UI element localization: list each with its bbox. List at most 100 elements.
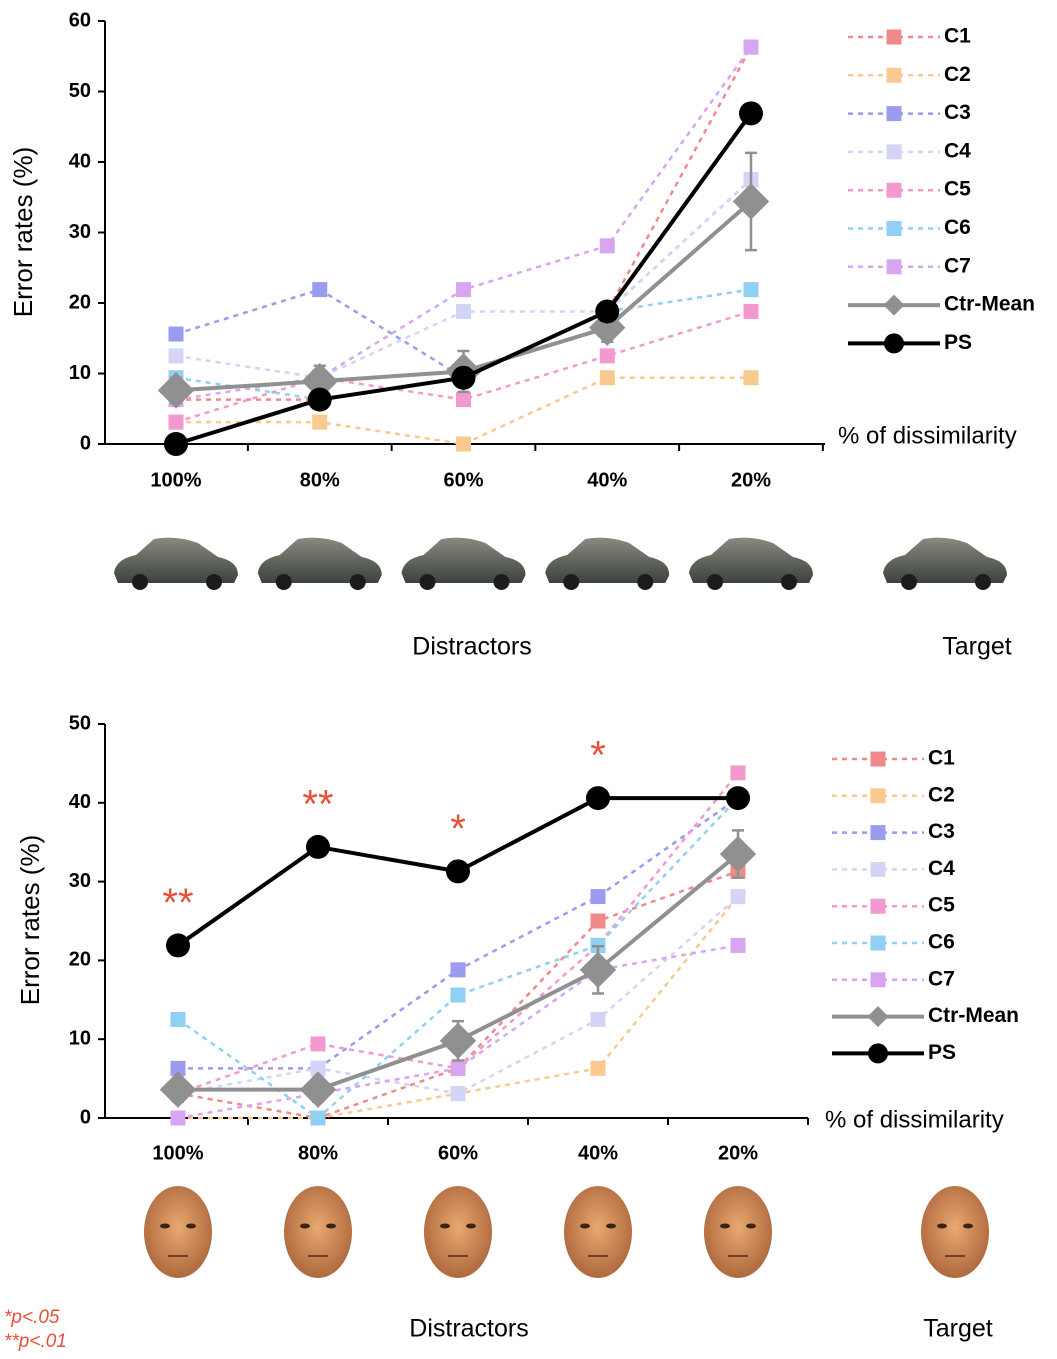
series-line	[176, 46, 753, 401]
y-tick-label: 10	[69, 362, 91, 384]
significance-mark: *	[590, 734, 606, 778]
footnote: *p<.05	[4, 1307, 60, 1328]
marker	[730, 889, 746, 905]
series-line	[175, 46, 753, 401]
marker	[870, 861, 886, 877]
marker	[886, 182, 902, 198]
x-tick-label: 80%	[298, 1142, 338, 1164]
face-image	[424, 1186, 492, 1278]
marker	[730, 937, 746, 953]
marker	[301, 363, 338, 400]
marker	[743, 282, 759, 298]
series-line	[175, 310, 752, 424]
marker	[595, 299, 620, 324]
legend-label: C1	[928, 747, 955, 770]
face-image	[921, 1186, 989, 1278]
legend-label: PS	[944, 331, 972, 354]
x-tick-label: 80%	[300, 469, 340, 491]
face-eye	[440, 1223, 450, 1229]
car-wheel	[275, 574, 292, 590]
marker	[870, 751, 886, 767]
y-tick-label: 50	[69, 80, 91, 102]
marker	[310, 1060, 326, 1076]
marker	[456, 392, 471, 408]
marker	[883, 294, 905, 316]
legend-label: C4	[928, 857, 955, 880]
y-tick-label: 40	[69, 791, 91, 813]
marker	[870, 825, 886, 841]
y-tick-label: 40	[69, 150, 91, 172]
face-eye	[466, 1223, 476, 1229]
x-tick-label: 60%	[438, 1142, 478, 1164]
marker	[579, 951, 617, 989]
marker	[726, 786, 750, 811]
car-wheel	[349, 574, 366, 590]
y-tick-label: 20	[69, 291, 91, 313]
marker	[168, 326, 184, 342]
marker	[456, 303, 471, 319]
legend-label: C3	[928, 820, 955, 843]
face-eye	[326, 1223, 336, 1229]
face-image	[144, 1186, 212, 1278]
y-axis-label: Error rates (%)	[15, 835, 45, 1005]
marker	[166, 933, 190, 958]
marker	[743, 303, 759, 319]
footnote: **p<.01	[4, 1331, 67, 1352]
x-tick-label: 100%	[150, 469, 201, 491]
marker	[590, 1012, 606, 1027]
marker	[743, 370, 759, 386]
marker	[164, 432, 188, 456]
marker	[586, 786, 610, 811]
car-image	[401, 537, 526, 583]
significance-mark: **	[302, 782, 333, 826]
series-line	[178, 895, 739, 1120]
x-axis-label: % of dissimilarity	[825, 1106, 1004, 1133]
distractors-label: Distractors	[412, 633, 531, 661]
marker	[312, 414, 328, 430]
face-image	[564, 1186, 632, 1278]
face-eye	[606, 1223, 616, 1229]
significance-mark: **	[162, 881, 193, 925]
y-tick-label: 30	[69, 870, 91, 892]
marker	[886, 29, 902, 45]
car-wheel	[975, 574, 991, 590]
x-tick-label: 20%	[718, 1142, 758, 1164]
face-eye	[160, 1223, 170, 1229]
marker	[870, 935, 886, 951]
car-wheel	[707, 574, 723, 590]
x-tick-label: 100%	[152, 1142, 203, 1164]
marker	[450, 1086, 466, 1102]
car-image	[114, 537, 238, 583]
target-label: Target	[942, 633, 1012, 661]
marker	[450, 987, 466, 1003]
car-image	[257, 537, 382, 583]
marker	[886, 259, 902, 275]
x-tick-label: 60%	[443, 469, 483, 491]
legend-label: C6	[928, 931, 955, 954]
marker	[868, 1043, 888, 1064]
marker	[312, 282, 328, 298]
marker	[599, 348, 615, 364]
face-eye	[963, 1223, 973, 1229]
x-axis-label: % of dissimilarity	[838, 422, 1017, 449]
car-wheel	[493, 574, 510, 590]
y-axis-label: Error rates (%)	[8, 147, 38, 317]
face-eye	[746, 1223, 756, 1229]
face-eye	[580, 1223, 590, 1229]
marker	[450, 962, 466, 978]
y-tick-label: 0	[80, 1106, 91, 1128]
face-eye	[720, 1223, 730, 1229]
legend-label: C3	[944, 101, 971, 124]
car-wheel	[781, 574, 797, 590]
legend-label: C5	[928, 894, 955, 917]
marker	[307, 387, 332, 412]
face-image	[284, 1186, 352, 1278]
marker	[590, 913, 606, 929]
marker	[886, 106, 902, 122]
marker	[739, 101, 763, 126]
marker	[870, 788, 886, 804]
face-eye	[300, 1223, 310, 1229]
significance-mark: *	[450, 807, 466, 851]
marker	[886, 67, 902, 83]
marker	[310, 1036, 326, 1052]
